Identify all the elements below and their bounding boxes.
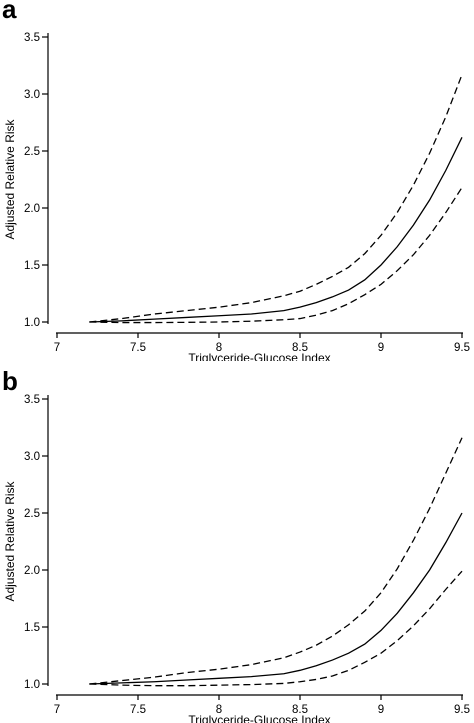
y-tick-label: 1.0 (24, 317, 40, 329)
x-tick-label: 8.5 (292, 342, 308, 354)
y-tick-label: 1.5 (24, 622, 40, 634)
chart-panel-b: b 1.0 1.5 2.0 2.5 3.0 3.5 7 7.5 8 8.5 9 9.5 Triglyce… (0, 362, 474, 723)
y-axis-label: Adjusted Relative Risk (3, 480, 17, 601)
y-axis-label: Adjusted Relative Risk (3, 118, 17, 239)
x-tick-label: 8 (216, 342, 222, 354)
chart-b-svg: 1.0 1.5 2.0 2.5 3.0 3.5 7 7.5 8 8.5 9 9.5 Triglyceri… (3, 394, 470, 723)
x-axis-label: Triglyceride-Glucose Index (188, 351, 330, 361)
y-tick-label: 2.5 (24, 508, 40, 520)
x-tick-label: 9.5 (454, 704, 470, 716)
x-tick-label: 9 (378, 342, 384, 354)
y-tick-label: 2.5 (24, 146, 40, 158)
x-tick-label: 7.5 (130, 342, 146, 354)
chart-panel-a: a 1.0 1.5 2.0 2.5 3.0 3.5 7 7.5 8 8.5 9 9.5 Triglyce… (0, 0, 474, 361)
panel-label-b: b (2, 366, 18, 396)
x-tick-label: 7 (54, 704, 60, 716)
estimate-line (89, 512, 463, 685)
x-tick-label: 9 (378, 704, 384, 716)
y-tick-label: 2.0 (24, 203, 40, 215)
chart-a-svg: 1.0 1.5 2.0 2.5 3.0 3.5 7 7.5 8 8.5 9 9.5 Triglyceri… (3, 32, 470, 361)
y-tick-label: 3.5 (24, 394, 40, 406)
y-tick-label: 3.5 (24, 32, 40, 44)
ci-line-2 (89, 570, 463, 687)
x-tick-label: 8 (216, 704, 222, 716)
x-axis-label: Triglyceride-Glucose Index (188, 713, 330, 723)
ci-line-1 (89, 74, 463, 323)
ci-line-1 (89, 437, 463, 685)
x-tick-label: 7.5 (130, 704, 146, 716)
y-tick-label: 3.0 (24, 89, 40, 101)
panel-label-a: a (2, 0, 17, 24)
y-tick-label: 1.0 (24, 679, 40, 691)
x-tick-label: 8.5 (292, 704, 308, 716)
y-tick-label: 3.0 (24, 451, 40, 463)
x-tick-label: 9.5 (454, 342, 470, 354)
estimate-line (89, 137, 463, 323)
y-tick-label: 1.5 (24, 260, 40, 272)
y-tick-label: 2.0 (24, 565, 40, 577)
x-tick-label: 7 (54, 342, 60, 354)
ci-line-2 (89, 187, 463, 324)
